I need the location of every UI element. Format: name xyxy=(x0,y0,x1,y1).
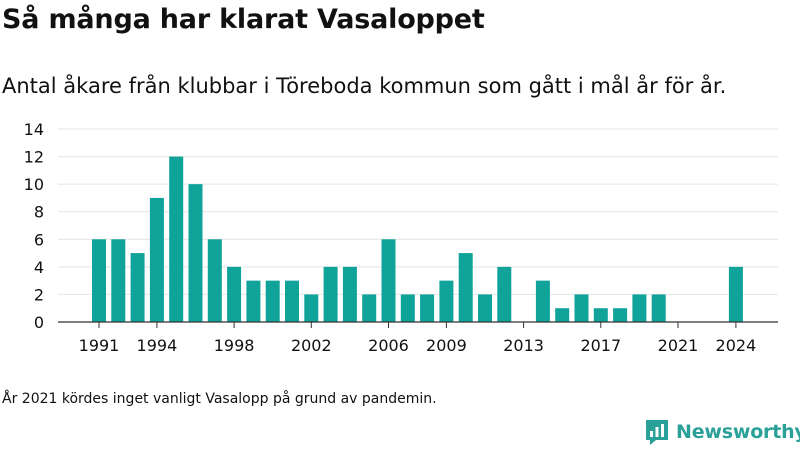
newsworthy-logo-icon xyxy=(646,420,668,445)
bar xyxy=(111,239,126,322)
bar xyxy=(400,294,415,322)
y-tick-label: 10 xyxy=(24,175,44,194)
bar xyxy=(362,294,377,322)
y-tick-label: 0 xyxy=(34,313,44,332)
bar xyxy=(728,266,743,322)
chart-title: Så många har klarat Vasaloppet xyxy=(2,4,485,35)
bar xyxy=(613,308,628,322)
bar xyxy=(304,294,319,322)
x-tick-label: 1991 xyxy=(79,336,120,355)
bar xyxy=(420,294,435,322)
bar xyxy=(593,308,608,322)
y-tick-label: 8 xyxy=(34,203,44,222)
brand-logo: Newsworthy xyxy=(644,418,800,446)
y-tick-label: 4 xyxy=(34,258,44,277)
bar xyxy=(574,294,589,322)
bar xyxy=(555,308,570,322)
brand-name: Newsworthy xyxy=(676,421,800,443)
x-tick-label: 2002 xyxy=(291,336,332,355)
x-tick-label: 2017 xyxy=(580,336,621,355)
bar xyxy=(439,280,454,322)
bar xyxy=(323,266,338,322)
bar xyxy=(458,253,473,322)
bar xyxy=(130,253,145,322)
x-tick-label: 2013 xyxy=(503,336,544,355)
x-tick-label: 2009 xyxy=(426,336,467,355)
y-tick-label: 12 xyxy=(24,148,44,167)
bar xyxy=(246,280,261,322)
bar xyxy=(169,156,184,322)
x-tick-label: 2006 xyxy=(368,336,409,355)
bar xyxy=(381,239,396,322)
bar xyxy=(92,239,106,322)
bar xyxy=(188,184,203,322)
x-tick-label: 1998 xyxy=(214,336,255,355)
bar xyxy=(651,294,666,322)
bar-chart: 0 2 4 6 8 10 12 14 1991 1994 1998 2002 2006 2009 2013 2… xyxy=(24,120,778,355)
bar xyxy=(632,294,647,322)
chart-subtitle: Antal åkare från klubbar i Töreboda komm… xyxy=(2,74,727,98)
bar xyxy=(149,197,164,322)
y-tick-label: 2 xyxy=(34,285,44,304)
y-tick-label: 6 xyxy=(34,230,44,249)
bar xyxy=(342,266,357,322)
bar xyxy=(207,239,222,322)
footnote: År 2021 kördes inget vanligt Vasalopp på… xyxy=(2,391,437,407)
bar xyxy=(227,266,242,322)
x-tick-label: 2024 xyxy=(716,336,757,355)
bar xyxy=(478,294,492,322)
y-tick-label: 14 xyxy=(24,120,44,139)
x-tick-label: 1994 xyxy=(137,336,178,355)
bar xyxy=(535,280,550,322)
x-tick-label: 2021 xyxy=(658,336,699,355)
bar xyxy=(285,280,299,322)
bar xyxy=(265,280,280,322)
bar xyxy=(497,266,512,322)
